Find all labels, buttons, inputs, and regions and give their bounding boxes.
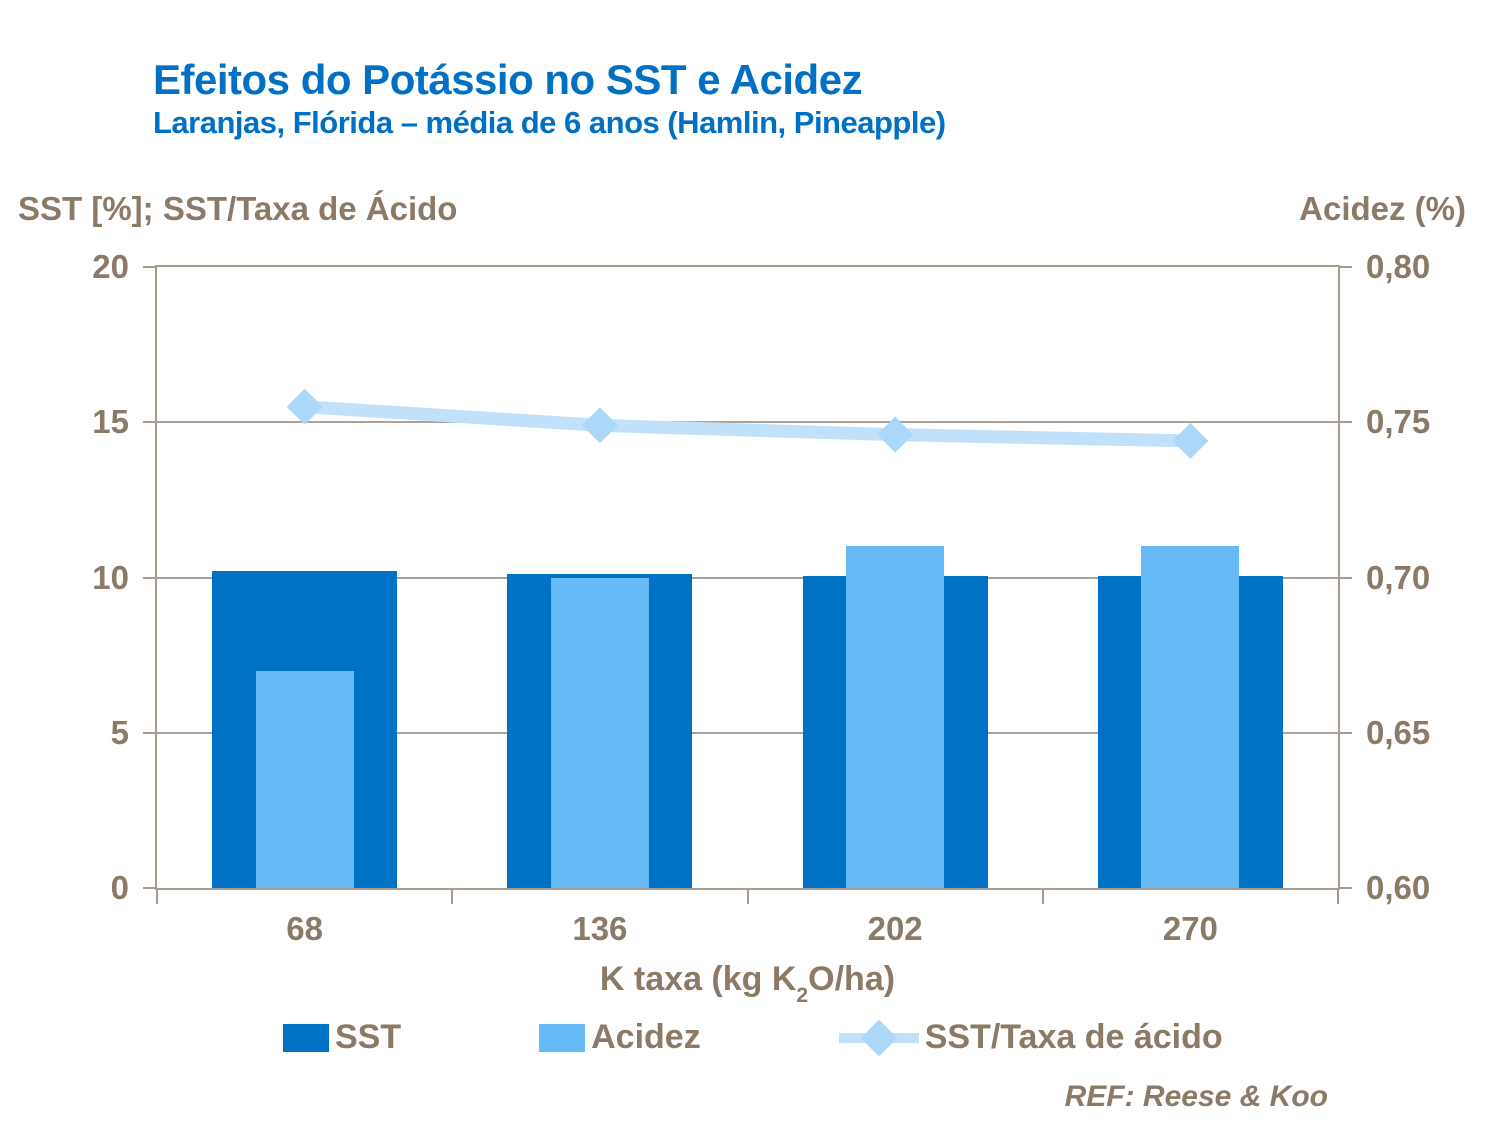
reference-text: REF: Reese & Koo — [1064, 1080, 1328, 1113]
left-axis-tick-label: 0 — [110, 869, 129, 906]
sst-swatch-icon — [283, 1023, 329, 1052]
diamond-marker-icon — [1172, 422, 1209, 459]
left-axis-tick — [143, 421, 157, 424]
x-axis-title-post: O/ha) — [808, 960, 896, 998]
x-axis-title-subscript: 2 — [796, 984, 809, 1008]
right-axis-tick — [1338, 731, 1352, 734]
x-axis-category-label: 270 — [1162, 910, 1218, 947]
acidez-bar — [1141, 546, 1240, 888]
line-diamond-swatch-icon — [838, 1019, 919, 1056]
gridline — [157, 731, 1338, 734]
x-axis-category-label: 136 — [572, 910, 628, 947]
x-axis-tick — [1041, 888, 1044, 904]
right-axis-tick-label: 0,60 — [1366, 869, 1431, 906]
x-axis-tick — [746, 888, 749, 904]
acidez-swatch-icon — [539, 1023, 586, 1052]
x-axis-tick — [451, 888, 454, 904]
diamond-marker-icon — [860, 1019, 898, 1056]
acidez-bar — [846, 546, 945, 888]
right-axis-tick — [1338, 576, 1352, 579]
ratio-line — [304, 400, 1191, 448]
chart-subtitle: Laranjas, Flórida – média de 6 anos (Ham… — [153, 105, 946, 141]
chart-title: Efeitos do Potássio no SST e Acidez — [153, 56, 863, 103]
legend-label-ratio: SST/Taxa de ácido — [924, 1018, 1223, 1056]
x-axis-tick — [1337, 888, 1339, 904]
legend-item-acidez: Acidez — [539, 1018, 701, 1057]
gridline — [157, 576, 1338, 579]
left-axis-tick-label: 5 — [110, 713, 129, 751]
x-axis-category-label: 202 — [867, 910, 923, 947]
legend-item-sst: SST — [283, 1018, 401, 1057]
left-axis-tick — [143, 576, 157, 579]
acidez-bar — [550, 577, 649, 888]
left-axis-tick — [143, 266, 157, 268]
title-block: Efeitos do Potássio no SST e Acidez Lara… — [153, 56, 946, 141]
left-axis-tick-label: 10 — [92, 558, 129, 596]
left-axis-title: SST [%]; SST/Taxa de Ácido — [18, 190, 458, 227]
right-axis-tick — [1338, 266, 1352, 268]
plot-area: 20 0,80 15 0,75 10 0,70 5 0,65 0 0,60 68 136 202 270 — [92, 248, 1430, 947]
legend-label-sst: SST — [335, 1018, 402, 1056]
chart-legend: SST Acidez SST/Taxa de ácido — [155, 1018, 1340, 1057]
right-axis-tick-label: 0,70 — [1366, 558, 1431, 596]
x-axis-tick — [156, 888, 158, 904]
right-axis-title: Acidez (%) — [1299, 190, 1466, 227]
left-axis-tick-label: 20 — [92, 248, 129, 285]
diamond-marker-icon — [581, 407, 618, 444]
x-axis-title-pre: K taxa (kg K — [599, 960, 797, 998]
diamond-marker-icon — [286, 388, 323, 425]
gridline — [157, 421, 1338, 424]
x-axis-category-label: 68 — [286, 910, 323, 947]
right-axis-tick-label: 0,75 — [1366, 403, 1431, 441]
left-axis-tick — [143, 731, 157, 734]
right-axis-tick — [1338, 421, 1352, 424]
acidez-bar — [255, 670, 354, 888]
left-axis-tick — [143, 887, 157, 889]
right-axis-tick-label: 0,65 — [1366, 713, 1431, 751]
legend-label-acidez: Acidez — [591, 1018, 701, 1056]
left-axis-tick-label: 15 — [92, 403, 129, 441]
right-axis-tick-label: 0,80 — [1366, 248, 1431, 285]
legend-item-ratio: SST/Taxa de ácido — [838, 1018, 1223, 1057]
right-axis-tick — [1338, 887, 1352, 889]
x-axis-title: K taxa (kg K2O/ha) — [155, 960, 1340, 1008]
